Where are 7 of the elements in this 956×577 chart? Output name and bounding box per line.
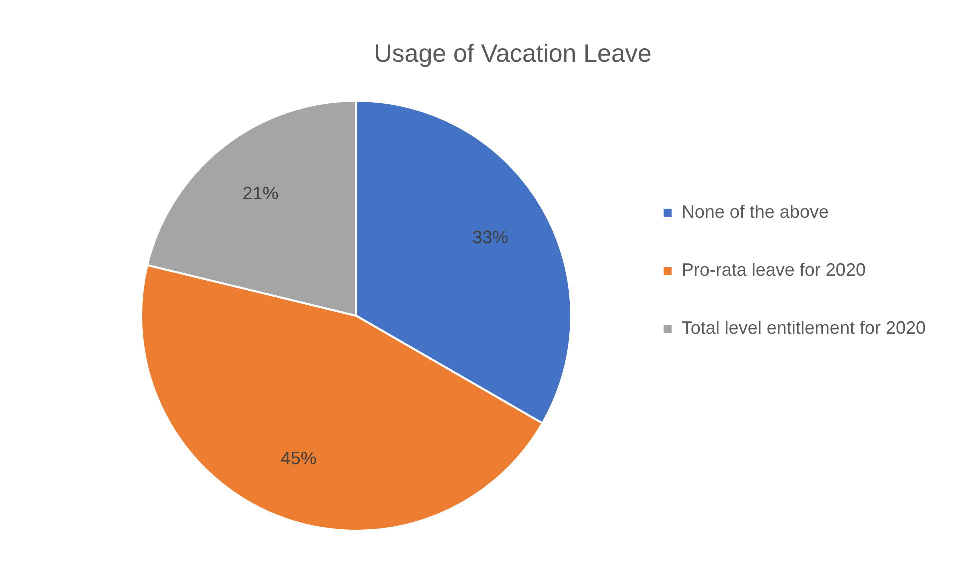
data-label: 21% [242,183,279,204]
legend-label: Pro-rata leave for 2020 [682,260,866,280]
legend-label: None of the above [682,202,829,222]
data-label: 45% [280,448,317,469]
data-label: 33% [472,228,509,248]
chart-title: Usage of Vacation Leave [374,40,652,68]
legend-label: Total level entitlement for 2020 [682,318,926,338]
